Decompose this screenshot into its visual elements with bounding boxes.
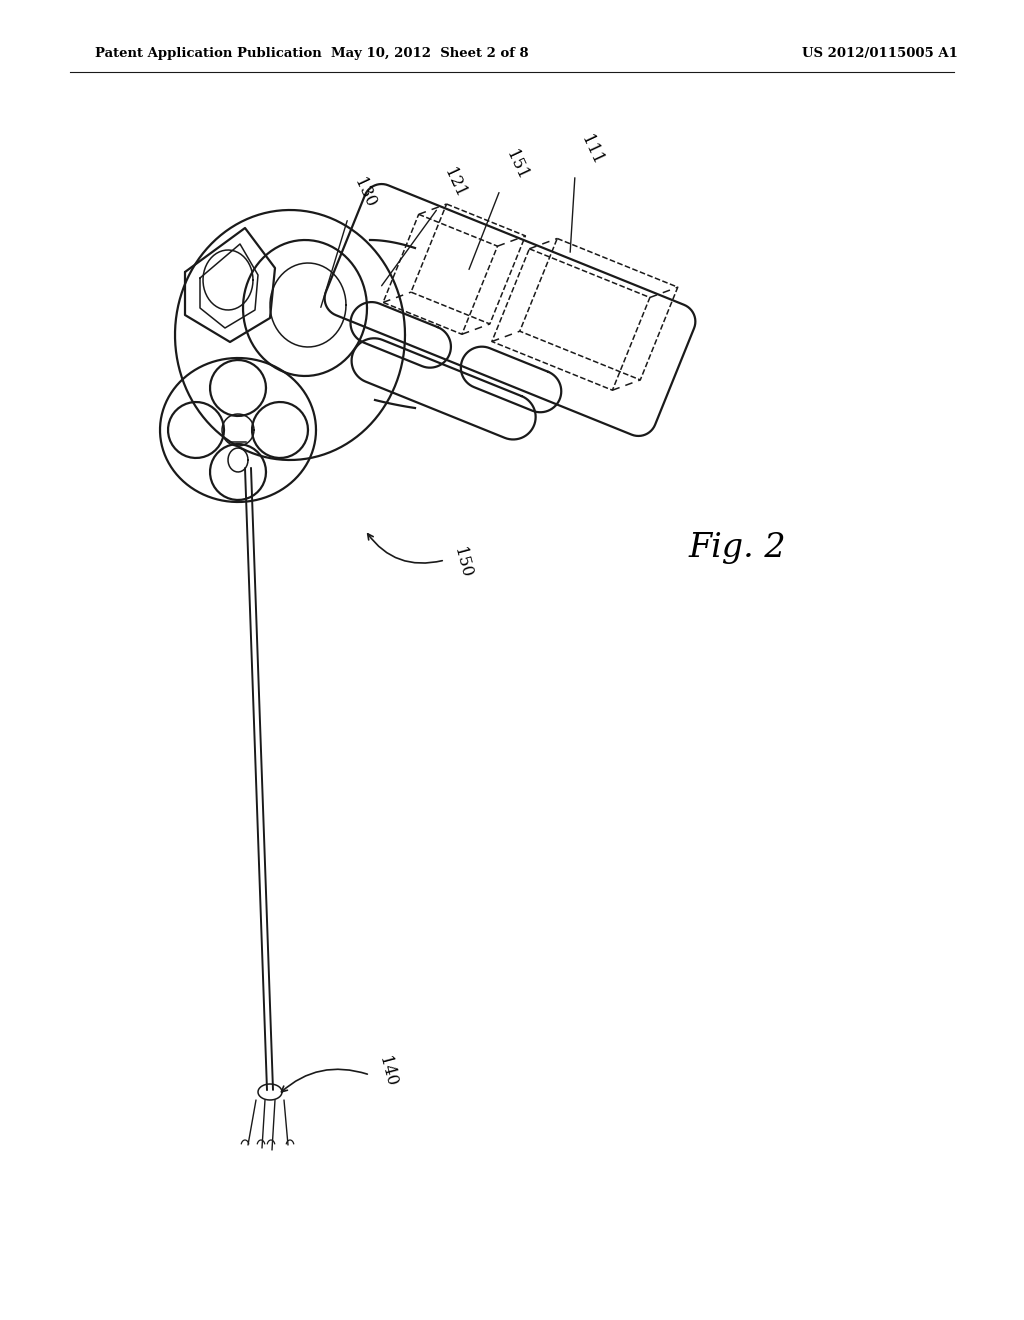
Text: US 2012/0115005 A1: US 2012/0115005 A1 [802, 48, 957, 61]
Text: 150: 150 [450, 546, 474, 579]
Text: Fig. 2: Fig. 2 [688, 532, 786, 564]
Text: Patent Application Publication: Patent Application Publication [95, 48, 322, 61]
Text: 111: 111 [577, 133, 605, 168]
Text: 130: 130 [350, 176, 378, 210]
Text: May 10, 2012  Sheet 2 of 8: May 10, 2012 Sheet 2 of 8 [331, 48, 528, 61]
Text: 121: 121 [440, 165, 468, 201]
Text: 140: 140 [375, 1055, 399, 1089]
Text: 151: 151 [502, 148, 530, 183]
